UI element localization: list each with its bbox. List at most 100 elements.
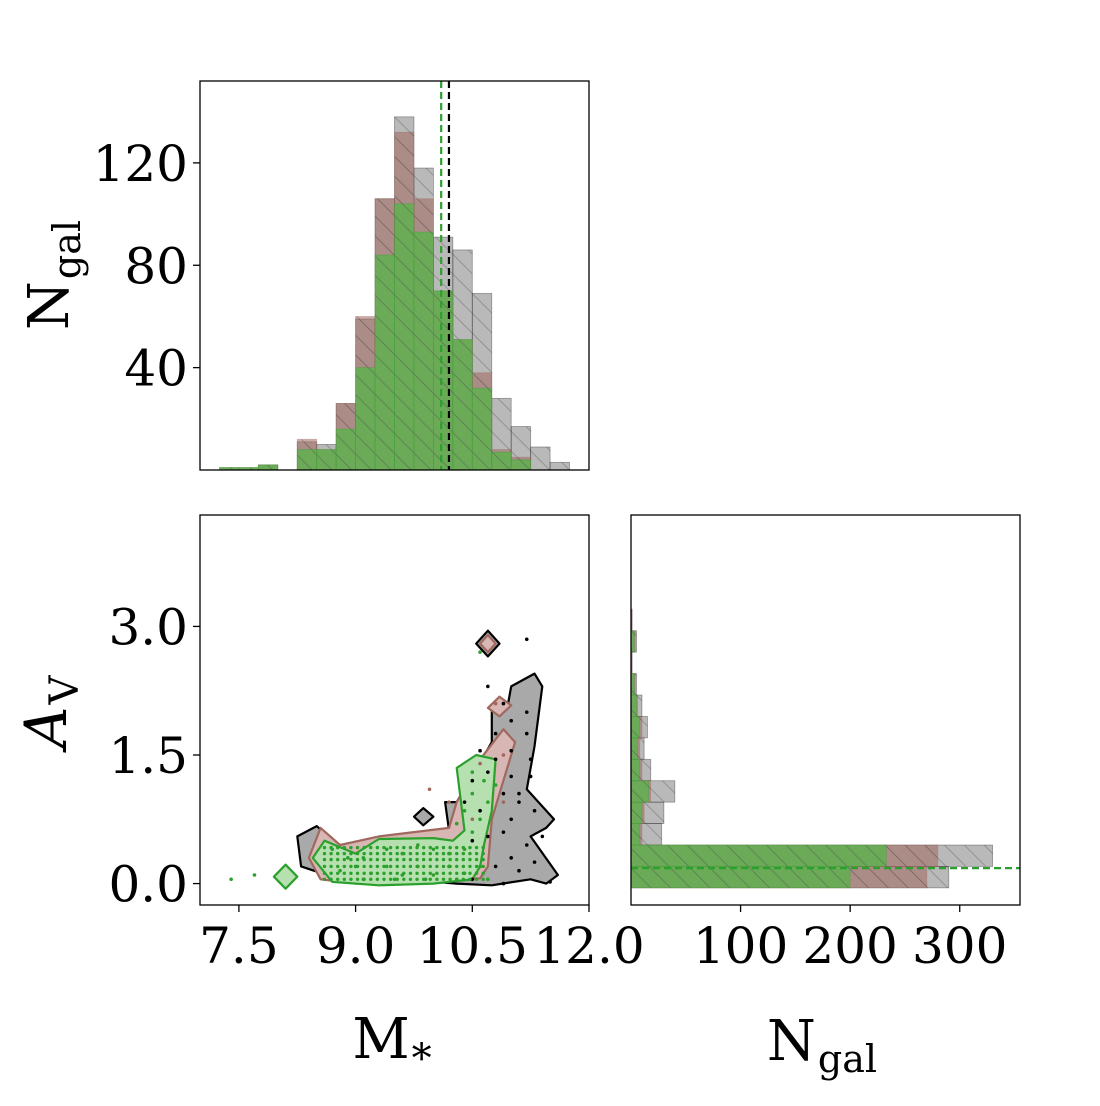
scatter-point-all	[540, 834, 545, 839]
scatter-point-green	[392, 877, 397, 882]
scatter-point-green	[454, 821, 459, 826]
scatter-point-green	[382, 845, 386, 850]
scatter-point-green	[355, 851, 360, 856]
scatter-point-green	[468, 871, 472, 875]
scatter-point-green	[382, 877, 386, 881]
scatter-point-all	[517, 868, 521, 873]
av-histogram-panel: 100 200 300 Ngal	[630, 514, 1021, 1081]
mass-bar-hatch-green	[355, 367, 376, 470]
mass-bar-hatch-green	[257, 464, 279, 470]
scatter-point-green	[408, 871, 413, 875]
scatter-point-green	[355, 864, 360, 869]
av-mass-y-label: AV	[12, 675, 88, 754]
scatter-point-green	[349, 845, 353, 850]
scatter-point-green	[435, 877, 439, 881]
av-mass-x-ticks: 7.5 9.0 10.5 12.0	[199, 905, 645, 975]
scatter-point-green	[441, 857, 446, 862]
scatter-point-green	[336, 845, 340, 850]
scatter-point-green	[369, 871, 373, 875]
av-bar-hatch-green	[631, 866, 851, 889]
mass-bar-hatch-green	[452, 339, 473, 470]
scatter-point-all	[493, 757, 498, 762]
av-mass-y-tick-label: 3.0	[108, 598, 188, 656]
av-histogram-x-label: Ngal	[767, 1009, 877, 1081]
av-mass-scatter-body	[229, 629, 560, 890]
scatter-point-green	[461, 877, 466, 881]
scatter-point-green	[462, 808, 467, 813]
scatter-point-green	[435, 845, 439, 850]
mass-bar-hatch-green	[491, 451, 512, 470]
av-mass-y-tick-label: 1.5	[108, 727, 188, 785]
scatter-point-all	[509, 718, 513, 723]
scatter-point-green	[382, 871, 386, 875]
scatter-point-green	[362, 851, 366, 856]
scatter-point-all	[509, 748, 513, 753]
scatter-point-green	[481, 845, 485, 850]
mass-bar-hatch-green	[394, 203, 415, 470]
scatter-point-green	[355, 871, 360, 875]
av-bar-hatch-green	[631, 823, 641, 846]
scatter-point-green	[482, 778, 486, 783]
scatter-point-green	[375, 864, 380, 869]
scatter-point-green	[402, 864, 406, 869]
av-bar-hatch-green	[631, 694, 637, 717]
scatter-point-green	[375, 877, 380, 881]
scatter-point-green	[402, 857, 406, 862]
scatter-point-green	[395, 857, 399, 862]
scatter-point-green	[349, 871, 353, 875]
scatter-point-all	[501, 701, 506, 706]
mass-bar-hatch-green	[316, 449, 337, 470]
scatter-point-all	[509, 774, 513, 779]
scatter-point-green	[478, 864, 482, 869]
scatter-point-green	[461, 845, 466, 850]
scatter-point-green	[441, 845, 446, 850]
scatter-point-all	[462, 800, 467, 804]
scatter-point-green	[474, 877, 479, 881]
scatter-point-green	[448, 864, 452, 869]
scatter-point-all	[486, 770, 490, 774]
scatter-point-green	[441, 871, 446, 875]
scatter-point-all	[548, 880, 552, 884]
av-mass-x-tick-label: 10.5	[417, 917, 528, 975]
scatter-point-green	[408, 864, 413, 869]
scatter-point-green	[349, 877, 353, 881]
mass-histogram-y-label: Ngal	[17, 220, 89, 330]
scatter-point-green	[461, 864, 466, 869]
av-mass-y-ticks: 0.0 1.5 3.0	[108, 598, 200, 914]
scatter-point-green	[349, 851, 353, 856]
scatter-point-green	[355, 845, 360, 850]
scatter-point-green	[486, 877, 490, 882]
scatter-point-all	[486, 834, 490, 839]
scatter-point-green	[461, 857, 466, 862]
scatter-point-green	[421, 871, 426, 875]
scatter-point-green	[388, 851, 393, 856]
scatter-point-green	[408, 851, 413, 856]
scatter-point-brown	[493, 701, 498, 706]
scatter-point-green	[470, 770, 475, 774]
contour-island-all-2	[412, 806, 435, 827]
mass-bar-hatch-green	[413, 231, 434, 470]
scatter-point-green	[474, 871, 479, 875]
scatter-point-all	[517, 791, 521, 796]
scatter-point-green	[349, 864, 353, 869]
scatter-point-green	[369, 851, 373, 856]
scatter-point-green	[329, 877, 333, 881]
scatter-point-all	[528, 774, 533, 779]
scatter-point-green	[369, 864, 373, 869]
scatter-point-green	[421, 845, 426, 850]
scatter-point-green	[481, 864, 485, 869]
scatter-point-green	[402, 871, 406, 875]
scatter-point-green	[342, 845, 347, 850]
scatter-point-green	[349, 857, 353, 862]
scatter-point-all	[501, 791, 506, 796]
scatter-point-green	[481, 877, 485, 881]
mass-histogram-frame	[199, 80, 590, 471]
scatter-point-all	[524, 710, 529, 714]
scatter-point-green	[342, 864, 347, 869]
scatter-point-green	[388, 864, 393, 869]
scatter-point-green	[388, 845, 393, 850]
scatter-point-green	[441, 851, 446, 856]
scatter-point-green	[415, 864, 419, 869]
scatter-point-green	[369, 857, 373, 862]
av-bar-hatch-green	[631, 716, 641, 739]
